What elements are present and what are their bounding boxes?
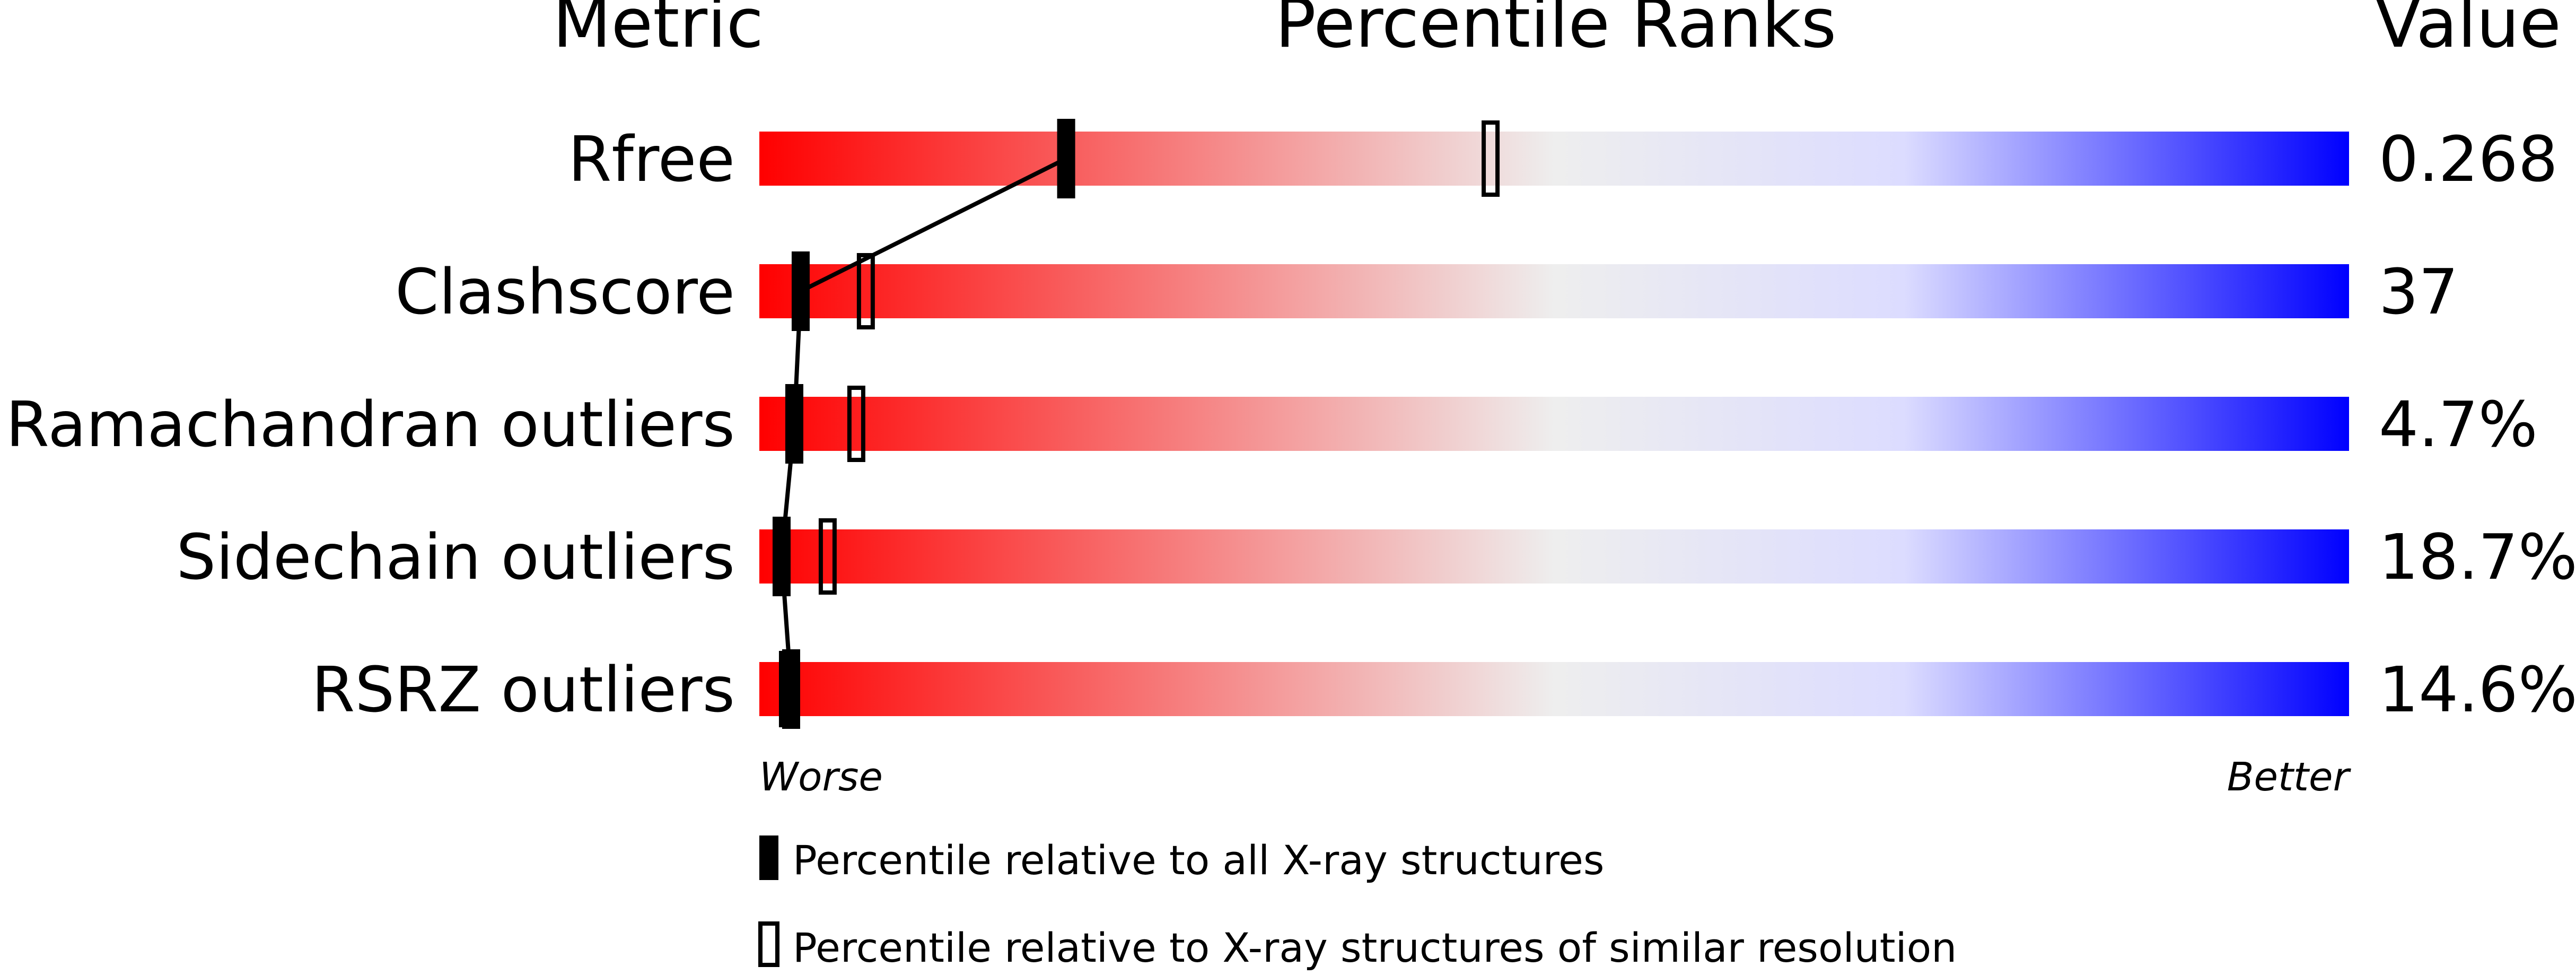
- metric-value-sidechain-outliers: 18.7%: [2379, 520, 2576, 594]
- metric-value-rfree: 0.268: [2379, 123, 2558, 196]
- metric-label-rfree: Rfree: [568, 123, 735, 196]
- value-column-header: Value: [2375, 0, 2562, 63]
- metric-value-clashscore: 37: [2379, 255, 2458, 328]
- similar-resolution-marker-clashscore: [856, 253, 875, 329]
- legend-label-all: Percentile relative to all X-ray structu…: [793, 837, 1605, 884]
- all-structures-marker-ramachandran-outliers: [785, 384, 803, 464]
- metric-column-header: Metric: [553, 0, 764, 63]
- all-structures-marker-rfree: [1057, 119, 1075, 198]
- worse-label: Worse: [759, 754, 883, 800]
- similar-resolution-marker-ramachandran-outliers: [847, 386, 865, 462]
- gradient-bar-sidechain-outliers: [759, 529, 2349, 584]
- percentile-markers: [772, 119, 1500, 729]
- metric-value-ramachandran-outliers: 4.7%: [2379, 388, 2538, 461]
- legend-outline-marker: [758, 921, 779, 967]
- metric-value-rsrz-outliers: 14.6%: [2379, 653, 2576, 726]
- legend-filled-marker: [759, 835, 778, 880]
- similar-resolution-marker-rfree: [1482, 120, 1500, 197]
- gradient-bar-clashscore: [759, 264, 2349, 318]
- all-structures-marker-clashscore: [791, 251, 810, 331]
- legend-label-similar: Percentile relative to X-ray structures …: [793, 924, 1957, 971]
- better-label: Better: [2227, 754, 2352, 800]
- gradient-bar-rfree: [759, 132, 2349, 186]
- all-structures-marker-sidechain-outliers: [772, 517, 791, 596]
- similar-resolution-marker-sidechain-outliers: [818, 518, 837, 595]
- metric-label-ramachandran-outliers: Ramachandran outliers: [6, 388, 735, 461]
- all-structures-marker-rsrz-outliers: [782, 649, 800, 729]
- chart-title: Percentile Ranks: [1275, 0, 1837, 63]
- gradient-bar-ramachandran-outliers: [759, 397, 2349, 451]
- metric-rows: Rfree 0.268 Clashscore 37 Ramachandran outli…: [6, 123, 2576, 726]
- metric-label-clashscore: Clashscore: [395, 255, 735, 328]
- metric-label-sidechain-outliers: Sidechain outliers: [176, 520, 735, 594]
- metric-label-rsrz-outliers: RSRZ outliers: [311, 653, 735, 726]
- gradient-bar-rsrz-outliers: [759, 662, 2349, 716]
